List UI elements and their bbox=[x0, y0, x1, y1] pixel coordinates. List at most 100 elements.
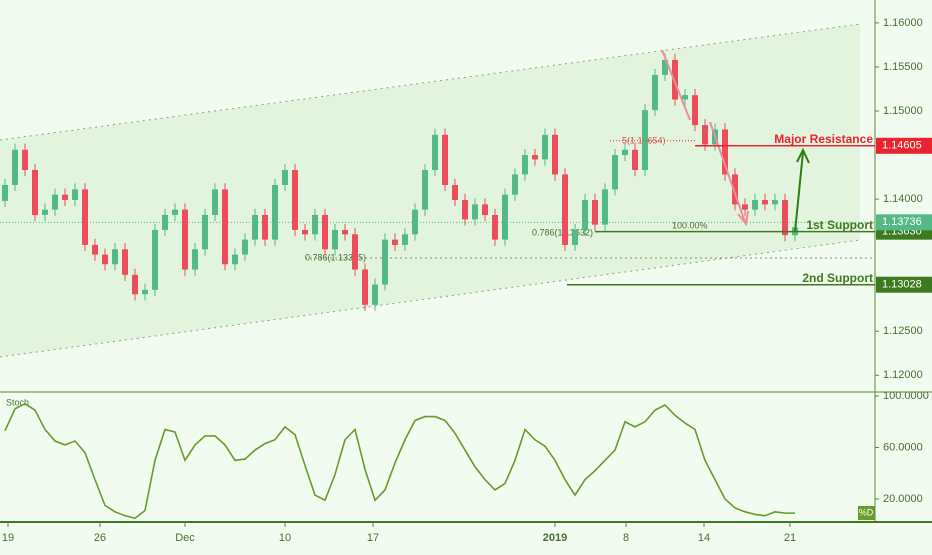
candle-body bbox=[262, 214, 268, 240]
candle-body bbox=[472, 204, 478, 220]
y-tick-label: 1.15500 bbox=[883, 61, 923, 73]
candle-body bbox=[532, 155, 538, 160]
x-tick-label: 21 bbox=[784, 532, 796, 544]
candle-body bbox=[482, 204, 488, 215]
candle-body bbox=[672, 59, 678, 100]
candle-body bbox=[52, 194, 58, 210]
candle-body bbox=[42, 209, 48, 215]
candle-body bbox=[512, 174, 518, 195]
candle-body bbox=[332, 229, 338, 250]
candle-body bbox=[642, 110, 648, 171]
y-tick-label: 1.14000 bbox=[883, 193, 923, 205]
candle-body bbox=[652, 74, 658, 111]
y-tick-label: 1.12500 bbox=[883, 325, 923, 337]
candle-body bbox=[62, 194, 68, 200]
candle-body bbox=[112, 249, 118, 265]
candle-body bbox=[142, 289, 148, 295]
candle-body bbox=[422, 170, 428, 210]
forecast-arrow bbox=[794, 151, 804, 233]
forecast-arrowhead bbox=[796, 147, 810, 164]
candle-body bbox=[352, 234, 358, 270]
candle-body bbox=[772, 199, 778, 205]
candle-body bbox=[12, 149, 18, 185]
candle-body bbox=[362, 269, 368, 305]
candle-body bbox=[212, 189, 218, 215]
candle-body bbox=[282, 170, 288, 185]
stoch-line bbox=[4, 402, 795, 520]
candle-body bbox=[252, 214, 258, 240]
legend-label: %D bbox=[859, 507, 874, 517]
x-tick-label: Dec bbox=[175, 532, 195, 544]
candle-body bbox=[102, 254, 108, 265]
candle-body bbox=[322, 214, 328, 250]
candle-body bbox=[192, 249, 198, 270]
y-tick-label: 1.16000 bbox=[883, 17, 923, 29]
y-tick-label: 1.15000 bbox=[883, 105, 923, 117]
legend-badge bbox=[858, 506, 875, 520]
candle-body bbox=[622, 149, 628, 156]
x-tick-label: 17 bbox=[367, 532, 379, 544]
candle-body bbox=[342, 229, 348, 235]
candle-body bbox=[202, 214, 208, 250]
candle-body bbox=[132, 274, 138, 295]
price-tag-label: 1.13028 bbox=[882, 279, 922, 291]
candle-body bbox=[222, 189, 228, 265]
candle-body bbox=[752, 199, 758, 210]
candle-body bbox=[402, 234, 408, 245]
level-label: 1st Support bbox=[806, 218, 873, 232]
pattern-arrowhead bbox=[737, 210, 749, 227]
candle-body bbox=[552, 134, 558, 175]
candle-body bbox=[122, 249, 128, 275]
candle-body bbox=[722, 129, 728, 175]
channel-upper bbox=[0, 23, 861, 141]
candle-body bbox=[152, 229, 158, 290]
candle-body bbox=[372, 284, 378, 305]
candle-body bbox=[232, 254, 238, 265]
candle-body bbox=[292, 170, 298, 230]
candle-body bbox=[632, 149, 638, 171]
candle-body bbox=[562, 174, 568, 245]
candle-body bbox=[702, 125, 708, 145]
candle-body bbox=[542, 134, 548, 160]
candle-body bbox=[302, 229, 308, 235]
price-tag bbox=[876, 276, 932, 293]
price-tag bbox=[876, 137, 932, 154]
price-tag-label: 1.13736 bbox=[882, 216, 922, 228]
candle-body bbox=[442, 134, 448, 185]
candle-body bbox=[82, 189, 88, 245]
annotation: 100.00% bbox=[672, 220, 708, 230]
candle-body bbox=[72, 189, 78, 200]
candle-body bbox=[272, 184, 278, 240]
candle-body bbox=[612, 155, 618, 190]
annotation: 0.786(1.13345) bbox=[305, 252, 366, 262]
candle-body bbox=[692, 95, 698, 126]
candle-body bbox=[682, 95, 688, 100]
candle-body bbox=[742, 204, 748, 210]
x-tick-label: 26 bbox=[94, 532, 106, 544]
level-label: Major Resistance bbox=[774, 132, 873, 146]
y-tick-label: 20.0000 bbox=[883, 493, 923, 505]
candle-body bbox=[162, 214, 168, 230]
pattern-line bbox=[661, 49, 691, 121]
channel-lower bbox=[0, 239, 861, 358]
candle-body bbox=[762, 199, 768, 205]
candle-body bbox=[602, 189, 608, 225]
x-tick-label: 8 bbox=[623, 532, 629, 544]
candle-body bbox=[22, 149, 28, 171]
candle-body bbox=[572, 229, 578, 245]
candle-body bbox=[32, 170, 38, 215]
x-tick-label: 19 bbox=[2, 532, 14, 544]
candle-body bbox=[592, 199, 598, 225]
candle-body bbox=[172, 209, 178, 215]
candle-body bbox=[312, 214, 318, 235]
pattern-line bbox=[709, 121, 746, 223]
candle-body bbox=[582, 199, 588, 230]
price-tag-label: 1.14605 bbox=[882, 140, 922, 152]
candle-body bbox=[382, 239, 388, 285]
price-tag bbox=[876, 214, 932, 231]
y-tick-label: 1.12000 bbox=[883, 369, 923, 381]
y-tick-label: 100.0000 bbox=[883, 390, 929, 402]
candle-body bbox=[242, 239, 248, 255]
x-tick-label: 10 bbox=[279, 532, 291, 544]
